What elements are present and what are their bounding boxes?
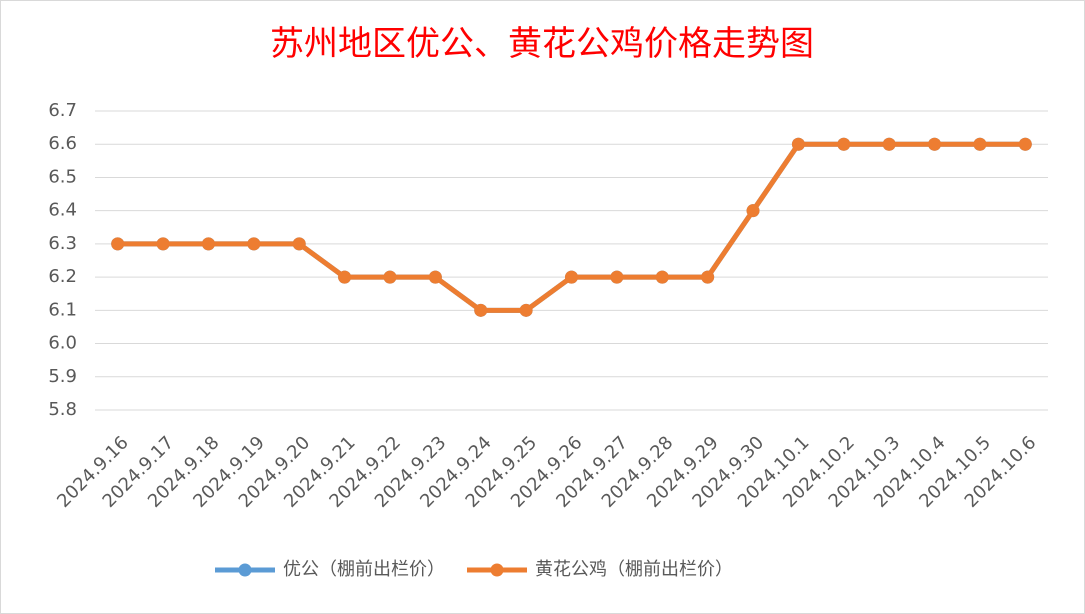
marker (428, 270, 442, 284)
y-tick-label: 6.0 (48, 333, 77, 354)
marker (565, 270, 578, 284)
y-tick-label: 5.8 (48, 399, 77, 420)
y-tick-label: 6.3 (48, 233, 77, 254)
chart-title: 苏州地区优公、黄花公鸡价格走势图 (270, 24, 814, 64)
y-tick-label: 6.1 (48, 299, 77, 320)
y-tick-label: 6.7 (48, 100, 77, 121)
marker (292, 237, 306, 251)
marker (201, 237, 215, 251)
marker (156, 237, 170, 251)
y-tick-label: 6.6 (48, 133, 77, 154)
marker (746, 204, 760, 218)
marker (791, 137, 805, 151)
marker (111, 237, 125, 251)
marker (928, 137, 942, 151)
legend-label: 优公（棚前出栏价） (283, 559, 445, 580)
marker (655, 270, 669, 284)
marker (383, 270, 397, 284)
marker (973, 137, 987, 151)
y-tick-label: 5.9 (48, 366, 77, 387)
legend-label: 黄花公鸡（棚前出栏价） (535, 559, 733, 580)
marker (474, 303, 488, 317)
legend-marker (238, 563, 252, 577)
y-tick-label: 6.2 (48, 266, 77, 287)
marker (519, 303, 533, 317)
marker (837, 137, 851, 151)
marker (338, 270, 352, 284)
marker (882, 137, 896, 151)
y-tick-label: 6.5 (48, 166, 77, 187)
marker (701, 270, 715, 284)
marker (247, 237, 261, 251)
marker (610, 270, 624, 284)
marker (1018, 137, 1032, 151)
legend-marker (490, 563, 504, 577)
y-tick-label: 6.4 (48, 200, 77, 221)
